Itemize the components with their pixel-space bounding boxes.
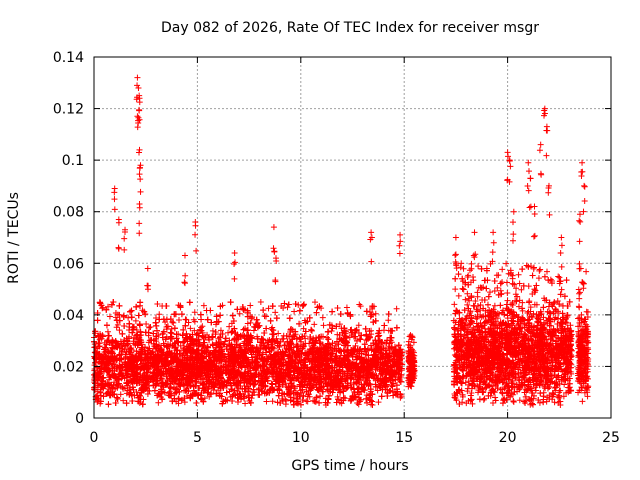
roti-point	[106, 313, 113, 320]
chart-title: Day 082 of 2026, Rate Of TEC Index for r…	[161, 20, 539, 36]
roti-point	[191, 309, 198, 316]
data-marks	[91, 74, 592, 409]
roti-point	[226, 323, 233, 330]
roti-point	[257, 299, 264, 306]
roti-point	[328, 328, 335, 335]
roti-point	[132, 317, 139, 324]
roti-point	[168, 330, 175, 337]
roti-point	[247, 319, 254, 326]
roti-point	[170, 319, 177, 326]
roti-point	[244, 320, 251, 327]
roti-point	[356, 301, 363, 308]
roti-point	[355, 401, 362, 408]
roti-point	[311, 299, 318, 306]
roti-point	[247, 302, 254, 309]
roti-point	[375, 399, 382, 406]
roti-point	[313, 394, 320, 401]
roti-point	[200, 302, 207, 309]
roti-point	[182, 316, 189, 323]
roti-point	[343, 304, 350, 311]
roti-point	[191, 327, 198, 334]
roti-point	[275, 330, 282, 337]
roti-point	[291, 308, 298, 315]
roti-point	[320, 322, 327, 329]
roti-point	[171, 390, 178, 397]
roti-point	[187, 325, 194, 332]
roti-point	[310, 397, 317, 404]
roti-point	[116, 327, 123, 334]
roti-point	[272, 309, 279, 316]
roti-point	[117, 391, 124, 398]
roti-point	[269, 398, 276, 405]
roti-point	[374, 387, 381, 394]
roti-point	[393, 305, 400, 312]
roti-point	[369, 302, 376, 309]
roti-point	[136, 399, 143, 406]
roti-point	[155, 399, 162, 406]
roti-point	[236, 310, 243, 317]
roti-point	[156, 311, 163, 318]
roti-point	[169, 318, 176, 325]
roti-point	[308, 327, 315, 334]
roti-point	[104, 328, 111, 335]
roti-point	[177, 342, 184, 349]
roti-point	[385, 317, 392, 324]
roti-point	[311, 321, 318, 328]
roti-point	[319, 314, 326, 321]
roti-point	[143, 321, 150, 328]
roti-point	[209, 327, 216, 334]
roti-point	[372, 310, 379, 317]
roti-point	[284, 304, 291, 311]
roti-point	[210, 387, 217, 394]
roti-point	[199, 323, 206, 330]
roti-point	[201, 395, 208, 402]
roti-point	[303, 398, 310, 405]
